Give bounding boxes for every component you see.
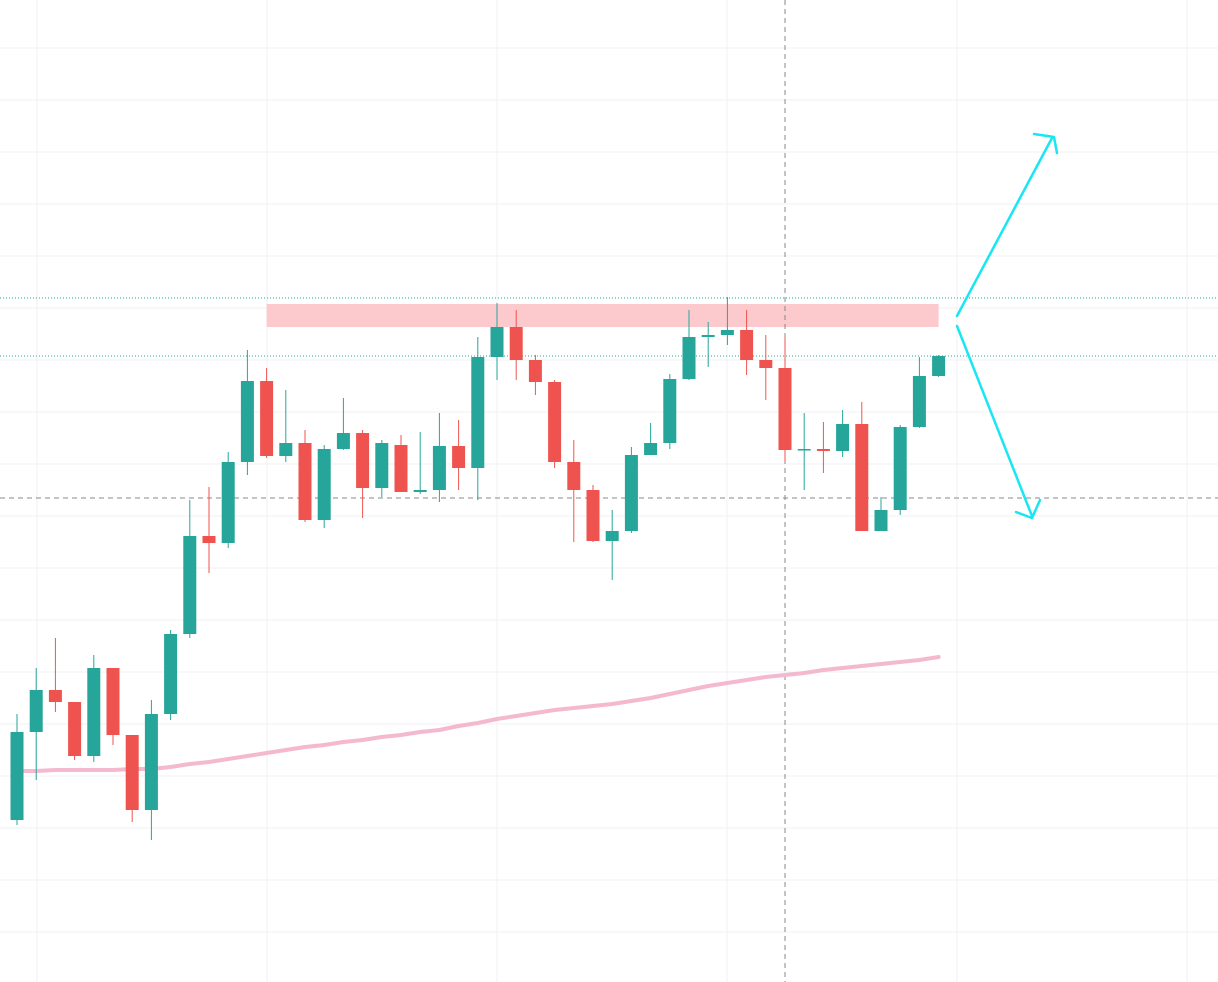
candle-body — [548, 382, 562, 462]
arrow-down — [955, 324, 1034, 518]
candle-body — [759, 360, 773, 368]
candle-body — [567, 462, 581, 490]
candle-body — [855, 424, 869, 531]
candle-body — [144, 714, 158, 810]
candle-body — [644, 443, 658, 455]
candle-body — [701, 335, 715, 337]
candle-body — [797, 449, 811, 451]
candle-body — [720, 330, 734, 335]
candle-body — [874, 510, 888, 531]
candle-body — [932, 356, 946, 376]
candle-body — [471, 357, 485, 468]
candle-body — [68, 702, 82, 756]
candle-body — [586, 490, 600, 541]
moving-average — [15, 655, 941, 773]
candle-body — [164, 634, 178, 714]
candle-body — [912, 376, 926, 427]
candle-body — [87, 668, 101, 756]
candle-body — [509, 327, 523, 360]
candle-body — [183, 536, 197, 634]
candle-body — [10, 732, 24, 820]
arrow-down-head — [1014, 498, 1042, 520]
candle-body — [48, 690, 62, 702]
candle-body — [279, 443, 293, 456]
candle-body — [663, 379, 677, 443]
candle-body — [260, 381, 274, 456]
candle-body — [432, 446, 446, 490]
candle-body — [394, 445, 408, 492]
candle-body — [336, 433, 350, 449]
candle-body — [375, 443, 389, 488]
candle-body — [29, 690, 43, 732]
candle-body — [298, 443, 312, 520]
candle-body — [778, 368, 792, 450]
projection-arrows — [955, 132, 1059, 520]
resistance-zone — [266, 304, 939, 327]
arrow-up — [955, 136, 1054, 318]
candle-body — [356, 433, 370, 488]
candle-body — [893, 427, 907, 510]
candle-body — [413, 490, 427, 492]
candle-body — [452, 446, 466, 468]
candle-body — [836, 424, 850, 451]
candle-body — [240, 381, 254, 462]
candle-body — [624, 455, 638, 531]
candle-body — [125, 735, 139, 810]
candle-body — [816, 449, 830, 451]
candle-body — [528, 360, 542, 382]
candle-body — [202, 536, 216, 543]
candle-body — [106, 668, 120, 735]
candle-body — [740, 330, 754, 360]
candle-body — [221, 462, 235, 543]
candle-body — [317, 449, 331, 520]
candle-body — [682, 337, 696, 379]
arrow-up-head — [1032, 132, 1059, 155]
candle-body — [605, 531, 619, 541]
candle-body — [490, 327, 504, 357]
